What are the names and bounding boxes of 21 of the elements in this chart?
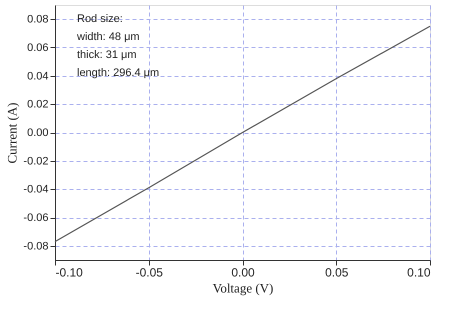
y-tick-label: 0.04 bbox=[27, 70, 48, 82]
annotation: length: 296.4 μm bbox=[77, 67, 160, 79]
y-tick-label: 0.02 bbox=[27, 98, 48, 111]
y-tick-label: 0.06 bbox=[27, 42, 48, 54]
y-tick-label: -0.06 bbox=[23, 212, 48, 224]
y-tick-label: -0.08 bbox=[23, 240, 48, 252]
x-tick-label: 0.00 bbox=[231, 266, 255, 280]
y-axis-title: Current (A) bbox=[4, 102, 20, 164]
y-tick-label: -0.02 bbox=[23, 155, 48, 168]
x-tick-label: -0.05 bbox=[136, 266, 164, 280]
x-tick-label: -0.10 bbox=[56, 266, 84, 280]
annotation: thick: 31 μm bbox=[77, 49, 137, 61]
y-tick-label: -0.04 bbox=[23, 184, 48, 196]
x-tick-label: 0.05 bbox=[325, 266, 349, 280]
x-tick-label: 0.10 bbox=[407, 266, 431, 280]
annotation: Rod size: bbox=[77, 13, 123, 25]
x-axis-title: Voltage (V) bbox=[212, 280, 274, 296]
annotation: width: 48 μm bbox=[76, 31, 140, 43]
y-tick-label: 0.00 bbox=[27, 127, 48, 139]
y-tick-label: 0.08 bbox=[27, 14, 48, 26]
line-series bbox=[54, 26, 431, 242]
